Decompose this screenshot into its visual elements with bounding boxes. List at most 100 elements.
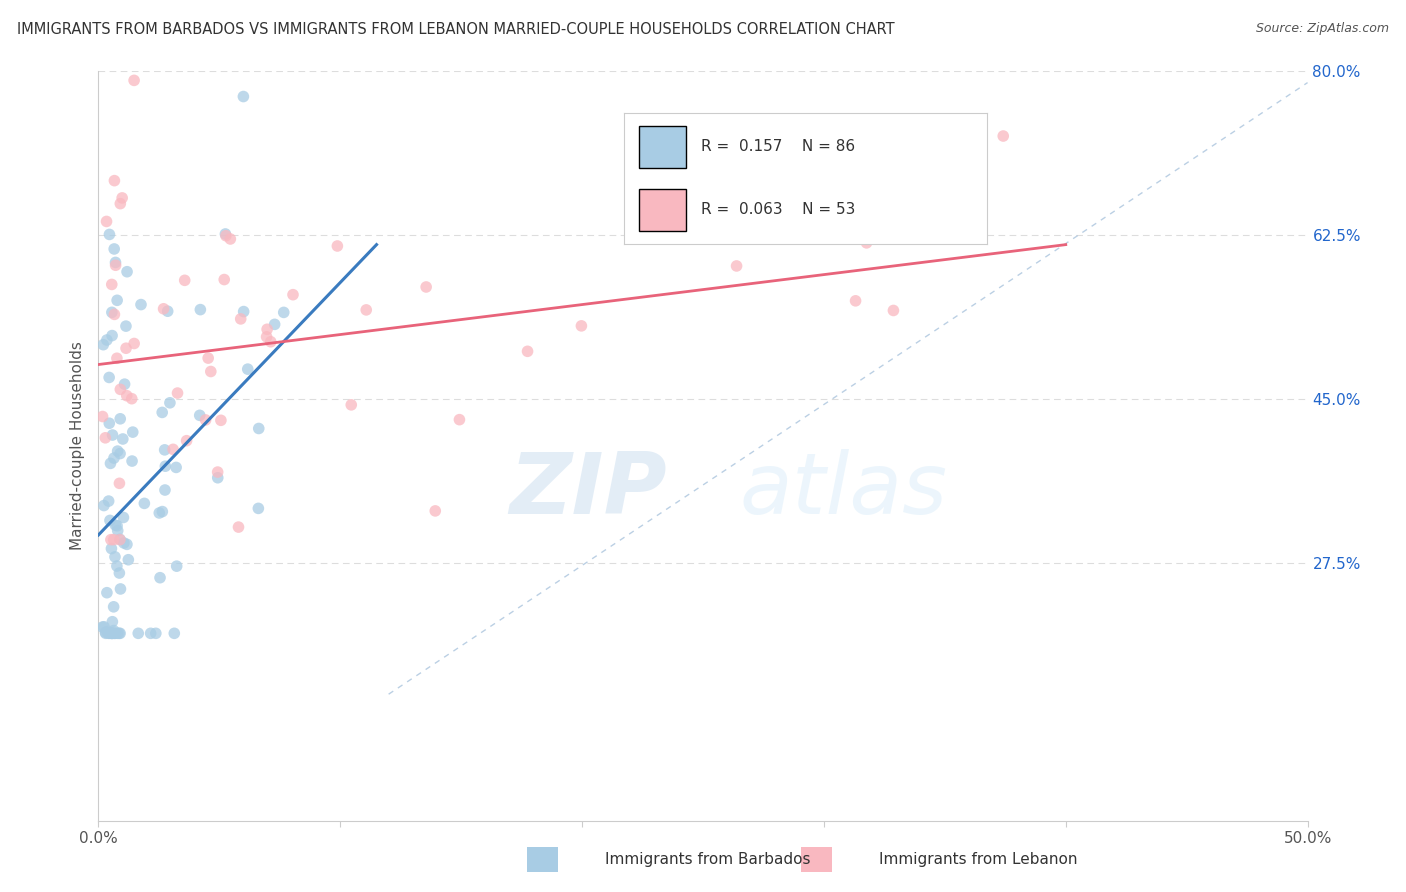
Point xyxy=(159,396,181,410)
Point xyxy=(96,585,118,599)
Point xyxy=(104,626,127,640)
Point xyxy=(260,334,283,349)
Point xyxy=(156,304,179,318)
Point xyxy=(149,571,172,585)
Point xyxy=(107,626,129,640)
Point xyxy=(127,626,149,640)
Point xyxy=(150,505,173,519)
Point xyxy=(228,520,250,534)
Point xyxy=(115,265,138,279)
Point xyxy=(215,228,238,243)
Point xyxy=(108,446,131,460)
Point xyxy=(100,626,122,640)
Point xyxy=(112,510,135,524)
Point xyxy=(188,409,211,423)
Point xyxy=(111,191,134,205)
Point xyxy=(139,626,162,640)
Point xyxy=(882,303,904,318)
Point xyxy=(108,476,131,491)
Point xyxy=(105,559,128,574)
Point xyxy=(108,533,131,547)
Point xyxy=(101,626,124,640)
Point xyxy=(101,626,124,640)
Point xyxy=(247,421,270,435)
Point xyxy=(176,434,198,448)
Point xyxy=(115,319,138,334)
Point xyxy=(98,227,121,242)
Point xyxy=(115,341,138,355)
Point xyxy=(845,293,868,308)
Point xyxy=(91,409,114,424)
Point xyxy=(281,287,304,301)
Point xyxy=(104,626,127,640)
Point xyxy=(134,496,156,510)
Point xyxy=(150,405,173,419)
Point xyxy=(162,442,184,457)
Point xyxy=(354,302,377,317)
Point xyxy=(110,582,132,596)
Text: Immigrants from Lebanon: Immigrants from Lebanon xyxy=(879,852,1077,867)
Point xyxy=(173,273,195,287)
Point xyxy=(100,533,122,547)
Point xyxy=(129,297,152,311)
Point xyxy=(207,465,229,479)
Point xyxy=(103,307,125,321)
Point xyxy=(101,428,124,442)
Text: ZIP: ZIP xyxy=(509,450,666,533)
Point xyxy=(200,364,222,378)
Point xyxy=(103,533,125,547)
Point xyxy=(725,259,748,273)
Point xyxy=(98,416,121,430)
Point xyxy=(197,351,219,365)
Point xyxy=(100,541,122,556)
Point xyxy=(98,626,121,640)
Point xyxy=(103,174,125,188)
Point xyxy=(155,459,177,474)
Point xyxy=(96,214,118,228)
Point xyxy=(112,536,135,550)
Point xyxy=(425,504,447,518)
Point xyxy=(94,626,117,640)
Point xyxy=(94,431,117,445)
Point xyxy=(247,501,270,516)
Point xyxy=(145,626,167,640)
Point xyxy=(152,301,174,316)
Point xyxy=(855,235,877,250)
Point xyxy=(256,330,278,344)
Point xyxy=(105,351,128,366)
Point xyxy=(166,559,188,574)
Point xyxy=(122,336,145,351)
Point xyxy=(104,518,127,533)
Point xyxy=(115,389,138,403)
Point xyxy=(104,549,127,564)
Point xyxy=(117,553,139,567)
Point xyxy=(214,227,236,241)
Point xyxy=(103,599,125,614)
Point xyxy=(114,377,136,392)
Point xyxy=(326,239,349,253)
Point xyxy=(571,318,593,333)
Point xyxy=(101,626,124,640)
Y-axis label: Married-couple Households: Married-couple Households xyxy=(69,342,84,550)
Point xyxy=(107,444,129,458)
Point xyxy=(148,506,170,520)
Point xyxy=(273,305,295,319)
Point xyxy=(219,232,242,246)
Point xyxy=(209,413,232,427)
Point xyxy=(190,302,212,317)
Point xyxy=(100,277,122,292)
Point xyxy=(110,196,132,211)
Point xyxy=(103,624,125,638)
Point xyxy=(153,483,176,497)
Point xyxy=(101,328,124,343)
Point xyxy=(122,73,145,87)
Point xyxy=(232,304,254,318)
Point xyxy=(110,412,132,426)
Point xyxy=(97,494,120,508)
Point xyxy=(93,620,115,634)
Point xyxy=(993,128,1015,143)
Point xyxy=(449,412,471,426)
Point xyxy=(107,524,129,538)
Text: IMMIGRANTS FROM BARBADOS VS IMMIGRANTS FROM LEBANON MARRIED-COUPLE HOUSEHOLDS CO: IMMIGRANTS FROM BARBADOS VS IMMIGRANTS F… xyxy=(17,22,894,37)
Point xyxy=(340,398,363,412)
